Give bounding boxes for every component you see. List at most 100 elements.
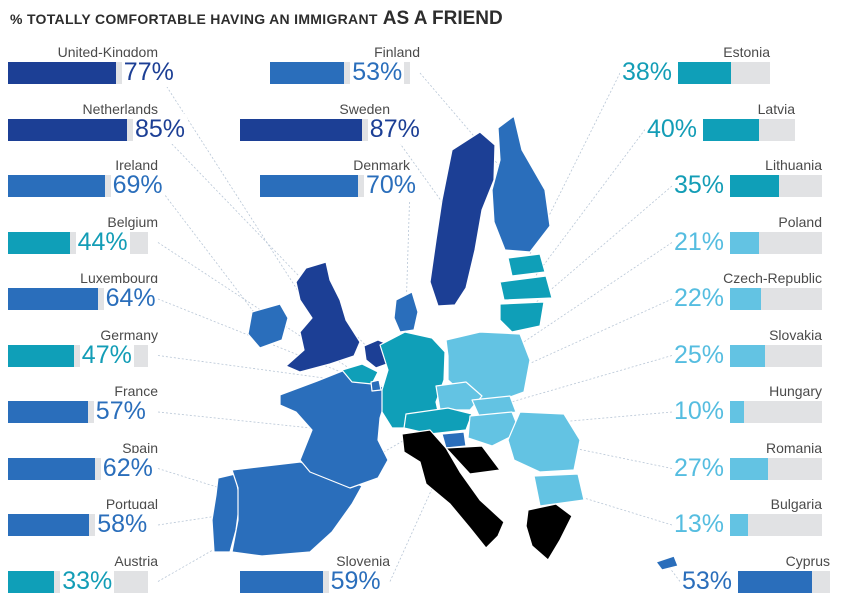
- value-label: 64%: [103, 283, 158, 313]
- map-country-italy: [401, 429, 505, 549]
- country-name: Ireland: [115, 157, 158, 173]
- bar: [678, 62, 732, 84]
- bar-track: [730, 401, 822, 423]
- map-country-latvia: [499, 275, 553, 301]
- value-label: 57%: [93, 396, 148, 426]
- bar: [703, 118, 759, 141]
- label-sweden: Sweden 87%: [240, 101, 422, 157]
- leader-line: [157, 185, 267, 329]
- label-austria: Austria 33%: [8, 553, 158, 609]
- country-name: Portugal: [105, 496, 158, 512]
- country-name: United-Kingdom: [57, 44, 158, 60]
- leader-line: [157, 411, 331, 431]
- country-name: Czech-Republic: [723, 270, 822, 286]
- map-country-sweden: [429, 131, 496, 307]
- leader-line: [405, 185, 411, 313]
- value-label: 10%: [672, 396, 727, 426]
- country-name: Spain: [122, 439, 158, 456]
- label-spain: Spain 62%: [8, 440, 158, 496]
- map-country-romania: [507, 411, 581, 473]
- label-netherlands: Netherlands 85%: [8, 100, 188, 157]
- bar: [730, 344, 765, 367]
- label-germany: Germany 47%: [8, 327, 158, 383]
- country-name: Slovakia: [769, 326, 822, 343]
- map-country-bulgaria: [533, 473, 585, 507]
- country-name: Lithuania: [765, 157, 822, 173]
- label-finland: Finland 53%: [270, 44, 420, 100]
- label-czech-republic: Czech-Republic 22%: [672, 270, 822, 326]
- map-country-ireland: [247, 303, 289, 349]
- bar: [8, 514, 90, 536]
- country-name: Cyprus: [785, 552, 830, 569]
- label-bulgaria: Bulgaria 13%: [672, 496, 822, 552]
- map-country-denmark: [393, 291, 419, 333]
- label-ireland: Ireland 69%: [8, 157, 165, 213]
- label-slovakia: Slovakia 25%: [672, 327, 822, 383]
- map-country-estonia: [507, 253, 546, 277]
- leader-line: [389, 129, 463, 231]
- label-estonia: Estonia 38%: [620, 44, 770, 100]
- value-label: 44%: [75, 226, 130, 257]
- bar: [730, 231, 760, 254]
- chart-title: % TOTALLY COMFORTABLE HAVING AN IMMIGRAN…: [10, 8, 503, 30]
- bar: [730, 175, 779, 197]
- title-part-1: % TOTALLY COMFORTABLE HAVING AN IMMIGRAN…: [10, 11, 378, 27]
- leader-line: [457, 298, 673, 397]
- value-label: 47%: [79, 339, 134, 370]
- bar-track: [730, 514, 822, 536]
- country-name: Poland: [778, 213, 822, 230]
- country-name: Luxembourg: [80, 270, 158, 286]
- country-name: Denmark: [353, 157, 410, 173]
- map-country-luxembourg: [370, 379, 382, 392]
- label-france: France 57%: [8, 383, 158, 439]
- value-label: 70%: [364, 170, 419, 200]
- bar: [730, 288, 761, 310]
- bar: [240, 570, 323, 593]
- label-romania: Romania 27%: [672, 440, 822, 496]
- country-name: Estonia: [723, 44, 770, 60]
- map-country-hungary: [467, 411, 521, 447]
- map-country-greece: [525, 503, 573, 561]
- label-united-kingdom: United-Kingdom 77%: [8, 44, 176, 100]
- value-label: 27%: [672, 452, 727, 483]
- country-name: Belgium: [107, 213, 158, 230]
- bar: [8, 62, 116, 84]
- bar: [240, 118, 362, 141]
- country-name: Bulgaria: [770, 496, 822, 512]
- label-latvia: Latvia 40%: [645, 101, 795, 157]
- map-country-cyprus: [655, 555, 679, 571]
- bar: [8, 570, 55, 593]
- bar: [730, 401, 744, 423]
- country-name: Netherlands: [82, 100, 159, 117]
- bar: [8, 118, 127, 141]
- label-cyprus: Cyprus 53%: [680, 553, 830, 609]
- value-label: 53%: [350, 57, 405, 87]
- bar: [730, 457, 768, 480]
- country-name: Finland: [374, 44, 420, 60]
- label-lithuania: Lithuania 35%: [672, 157, 822, 213]
- value-label: 38%: [620, 57, 675, 87]
- leader-line: [157, 514, 225, 526]
- country-name: Slovenia: [336, 552, 390, 569]
- value-label: 58%: [95, 509, 150, 539]
- label-belgium: Belgium 44%: [8, 214, 158, 270]
- value-label: 25%: [672, 339, 727, 370]
- leader-line: [493, 355, 673, 408]
- value-label: 85%: [133, 113, 188, 144]
- leader-line: [519, 185, 673, 317]
- map-country-united-kingdom: [285, 261, 361, 373]
- bar: [8, 175, 105, 197]
- label-poland: Poland 21%: [672, 214, 822, 270]
- bar: [8, 401, 88, 423]
- value-label: 59%: [328, 565, 383, 596]
- bar: [8, 231, 70, 254]
- map-country-austria: [403, 407, 473, 435]
- map-country-croatia: [445, 445, 501, 475]
- country-name: Latvia: [757, 100, 795, 117]
- value-label: 40%: [645, 113, 700, 144]
- value-label: 35%: [672, 170, 727, 200]
- country-name: Romania: [765, 439, 822, 456]
- value-label: 33%: [60, 565, 115, 596]
- country-name: Austria: [114, 552, 158, 569]
